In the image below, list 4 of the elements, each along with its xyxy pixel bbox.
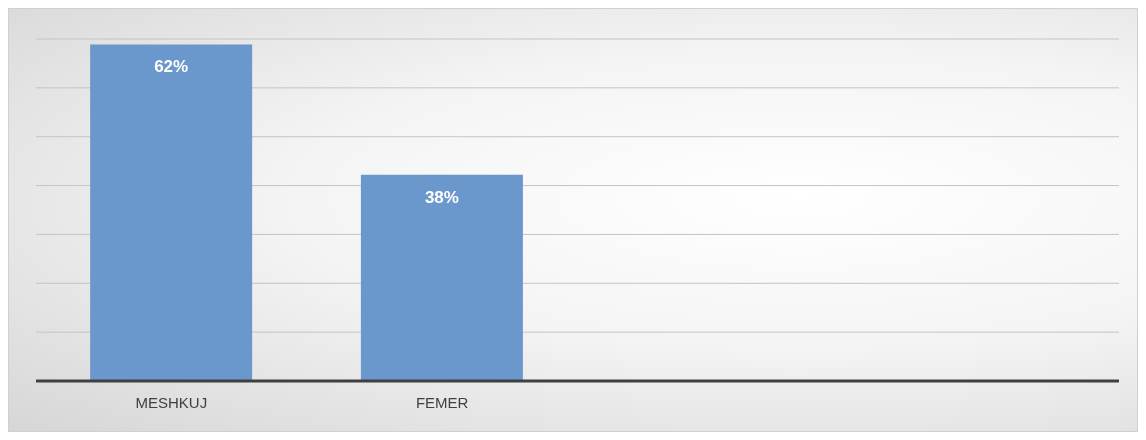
x-tick-label: MESHKUJ <box>135 393 208 411</box>
data-label: 38% <box>424 187 459 207</box>
data-label: 62% <box>154 57 189 77</box>
x-tick-label: FEMER <box>415 393 469 411</box>
